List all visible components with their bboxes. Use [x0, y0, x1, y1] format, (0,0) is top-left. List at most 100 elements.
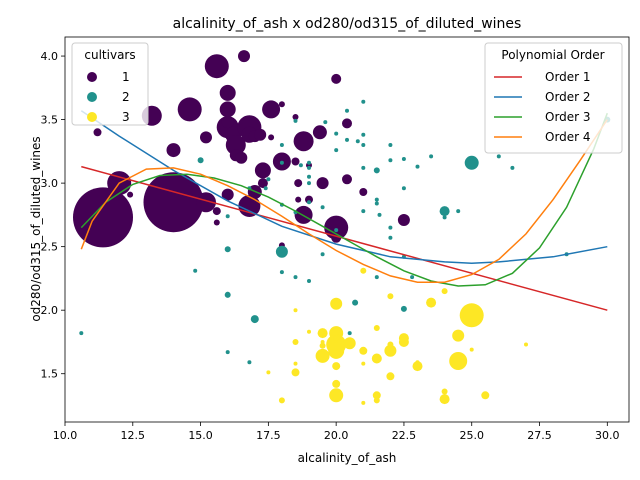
point-cultivar-1-13 — [219, 101, 236, 118]
point-cultivar-3-8 — [317, 328, 328, 339]
point-cultivar-1-49 — [342, 174, 352, 185]
y-tick-label-3: 3.0 — [41, 177, 59, 190]
y-axis-label: od280/od315_of_diluted_wines — [29, 136, 43, 321]
point-cultivar-3-19 — [333, 335, 340, 342]
plot-frame — [64, 36, 630, 423]
point-cultivar-3-1 — [278, 397, 285, 404]
point-cultivar-3-45 — [481, 391, 490, 400]
point-cultivar-3-24 — [361, 361, 366, 366]
y-tick-label-0: 1.5 — [41, 368, 59, 381]
legend-cultivars: cultivars 1 2 3 — [71, 42, 149, 126]
point-cultivar-3-11 — [330, 297, 343, 310]
point-cultivar-2-23 — [307, 160, 311, 165]
y-axis-ticks: 1.5 2.0 2.5 3.0 3.5 4.0 — [41, 50, 65, 381]
point-cultivar-1-30 — [257, 178, 268, 189]
point-cultivar-3-34 — [398, 337, 409, 347]
legend-cultivar-marker-3 — [87, 112, 97, 122]
point-cultivar-2-47 — [374, 275, 379, 280]
point-cultivar-1-36 — [291, 157, 300, 166]
point-cultivar-2-31 — [323, 120, 328, 125]
point-cultivar-1-16 — [221, 116, 234, 129]
point-cultivar-1-34 — [278, 101, 285, 108]
point-cultivar-2-2 — [197, 157, 204, 164]
point-cultivar-2-30 — [320, 205, 325, 210]
point-cultivar-2-5 — [224, 291, 231, 298]
point-cultivar-2-26 — [307, 181, 311, 186]
point-cultivar-1-5 — [166, 143, 181, 158]
point-cultivar-2-35 — [345, 108, 349, 113]
point-cultivar-2-49 — [377, 212, 382, 217]
point-cultivar-2-33 — [334, 148, 339, 153]
point-cultivar-1-21 — [238, 50, 250, 63]
point-cultivar-2-45 — [373, 167, 380, 174]
point-cultivar-2-59 — [415, 164, 420, 169]
legend-cultivars-title: cultivars — [84, 48, 135, 62]
point-cultivar-2-3 — [224, 246, 231, 253]
point-cultivar-2-42 — [361, 143, 366, 147]
point-cultivar-3-25 — [373, 325, 380, 331]
point-cultivar-1-7 — [177, 97, 202, 122]
point-cultivar-2-32 — [334, 131, 339, 136]
point-cultivar-2-39 — [355, 139, 360, 144]
point-cultivar-1-43 — [312, 125, 327, 140]
point-cultivar-3-32 — [387, 341, 394, 348]
point-cultivar-2-44 — [361, 165, 366, 170]
point-cultivar-1-0 — [93, 128, 102, 137]
point-cultivar-1-37 — [294, 179, 303, 188]
point-cultivar-3-6 — [307, 329, 311, 334]
point-cultivar-2-22 — [298, 163, 303, 168]
point-cultivar-1-15 — [219, 84, 236, 101]
legend-cultivar-marker-2 — [87, 92, 97, 102]
point-cultivar-3-4 — [293, 361, 298, 366]
point-cultivar-1-6 — [143, 172, 204, 233]
point-cultivar-3-20 — [343, 337, 356, 350]
point-cultivar-2-17 — [279, 160, 284, 165]
point-cultivar-3-31 — [386, 372, 395, 381]
legend-cultivar-marker-1 — [87, 72, 97, 82]
point-cultivar-3-15 — [332, 362, 341, 371]
x-axis-label: alcalinity_of_ash — [298, 451, 397, 465]
point-cultivar-3-30 — [387, 293, 394, 300]
point-cultivar-1-45 — [292, 114, 299, 120]
fit-line-order-2 — [80, 110, 608, 264]
point-cultivar-2-64 — [464, 155, 479, 170]
point-cultivar-1-47 — [324, 215, 349, 240]
point-cultivar-3-38 — [439, 394, 450, 405]
point-cultivar-3-29 — [384, 344, 397, 357]
point-cultivar-1-44 — [316, 177, 329, 190]
x-tick-label-1: 12.5 — [121, 429, 146, 442]
point-cultivar-2-46 — [374, 201, 379, 206]
point-cultivar-1-31 — [262, 100, 281, 119]
x-tick-label-5: 22.5 — [392, 429, 417, 442]
point-cultivar-2-0 — [79, 331, 84, 336]
legend-cultivar-label-3: 3 — [122, 110, 130, 124]
point-cultivar-3-28 — [373, 397, 380, 404]
point-cultivar-3-36 — [415, 360, 420, 365]
point-cultivar-3-26 — [371, 353, 382, 364]
x-tick-label-2: 15.0 — [188, 429, 213, 442]
point-cultivar-1-28 — [254, 128, 267, 141]
point-cultivar-2-58 — [410, 275, 415, 280]
fit-line-order-3 — [80, 112, 609, 287]
point-cultivar-3-40 — [441, 288, 448, 295]
x-tick-label-3: 17.5 — [256, 429, 281, 442]
point-cultivar-2-52 — [388, 225, 393, 230]
legend-order-2-label: Order 2 — [545, 90, 591, 104]
point-cultivar-2-67 — [510, 165, 515, 170]
legend-order-1-label: Order 1 — [545, 70, 591, 84]
point-cultivar-3-5 — [293, 308, 298, 313]
point-cultivar-2-6 — [225, 350, 230, 355]
point-cultivar-1-9 — [196, 192, 216, 213]
point-cultivar-3-16 — [329, 388, 344, 403]
x-tick-label-6: 25.0 — [459, 429, 484, 442]
point-cultivar-2-1 — [193, 268, 198, 273]
point-cultivar-2-53 — [388, 235, 393, 240]
point-cultivar-2-60 — [429, 154, 434, 159]
point-cultivar-2-51 — [388, 158, 393, 163]
point-cultivar-2-37 — [347, 331, 352, 336]
point-cultivar-3-17 — [332, 379, 341, 388]
point-cultivar-3-41 — [452, 329, 465, 342]
point-cultivar-3-39 — [441, 388, 448, 395]
y-tick-label-1: 2.0 — [41, 304, 59, 317]
